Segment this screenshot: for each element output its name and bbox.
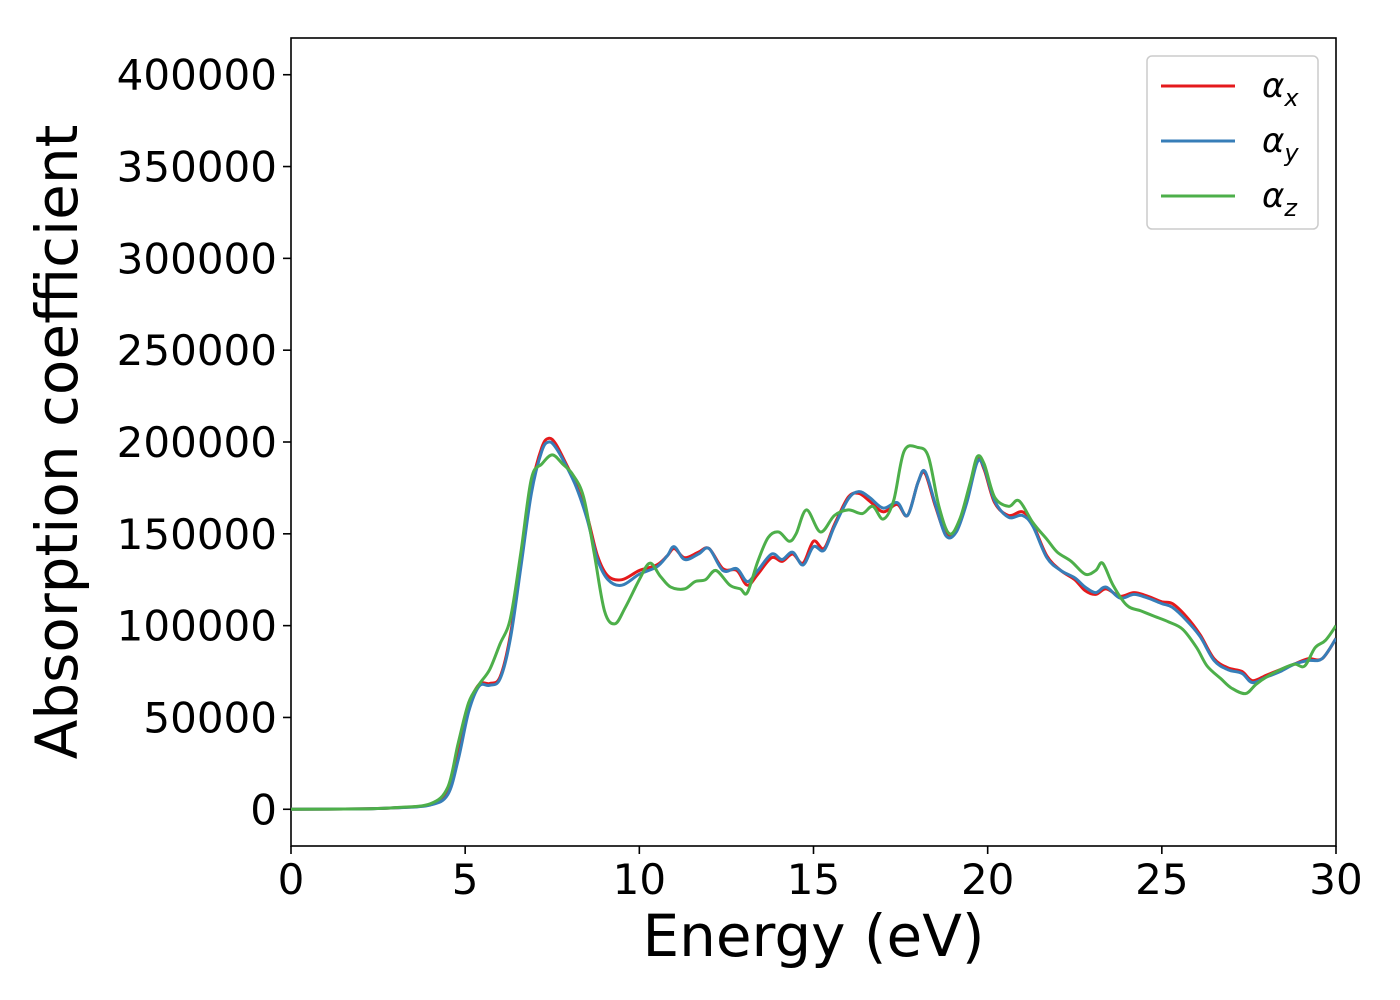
x-tick-label: 0 (278, 855, 305, 904)
x-tick-label: 15 (787, 855, 840, 904)
series-group (291, 436, 1336, 811)
legend-label-main: α (1262, 121, 1284, 161)
y-tick-label: 50000 (143, 693, 277, 742)
legend-label-main: α (1262, 176, 1284, 216)
x-tick-label: 5 (452, 855, 479, 904)
legend-label-subscript: x (1283, 84, 1299, 112)
y-axis: 0 50000 100000 150000 200000 250000 300000 3500… (117, 51, 291, 834)
y-tick-label: 200000 (117, 418, 277, 467)
x-tick-label: 20 (961, 855, 1014, 904)
x-tick-label: 25 (1135, 855, 1188, 904)
legend-label-subscript: y (1283, 139, 1299, 167)
y-tick-label: 0 (250, 785, 277, 834)
x-tick-label: 10 (613, 855, 666, 904)
series-line-alpha-z (291, 444, 1336, 811)
y-tick-label: 300000 (117, 234, 277, 283)
y-tick-label: 100000 (117, 602, 277, 651)
x-axis: 0 5 10 15 20 25 30 (278, 846, 1363, 904)
legend-label-main: α (1262, 66, 1284, 106)
x-tick-label: 30 (1309, 855, 1362, 904)
y-tick-label: 400000 (117, 51, 277, 100)
series-line-alpha-y (291, 440, 1336, 811)
legend-label-alpha-z: αz (1262, 176, 1298, 222)
legend-label-alpha-y: αy (1262, 121, 1299, 167)
y-tick-label: 150000 (117, 510, 277, 559)
x-axis-title: Energy (eV) (642, 902, 984, 970)
y-tick-label: 250000 (117, 326, 277, 375)
legend-label-subscript: z (1283, 194, 1298, 222)
legend-label-alpha-x: αx (1262, 66, 1299, 112)
y-axis-title: Absorption coefficient (23, 125, 91, 760)
series-line-alpha-x (291, 436, 1336, 811)
y-tick-label: 350000 (117, 143, 277, 192)
